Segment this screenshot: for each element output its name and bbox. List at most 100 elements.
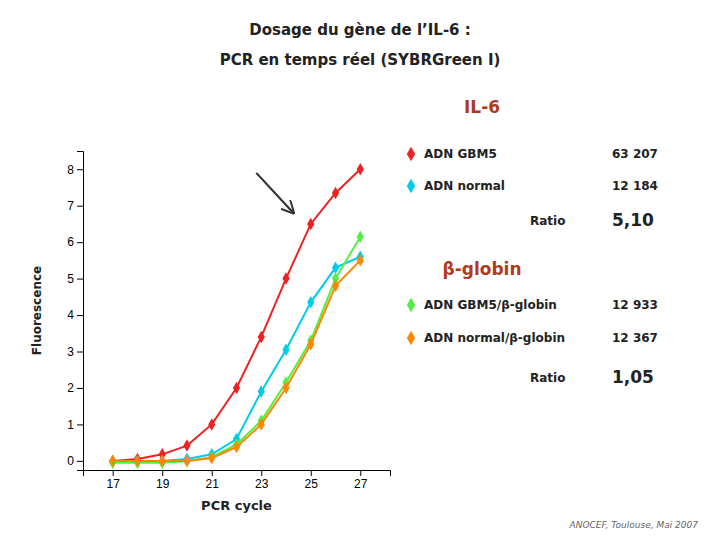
axis-line (84, 471, 391, 477)
legend-label: ADN GBM5/β-globin (424, 298, 557, 312)
marker (332, 280, 339, 292)
marker (258, 385, 265, 397)
x-axis-title: PCR cycle (201, 498, 272, 513)
marker (109, 455, 116, 467)
tick-mark (77, 242, 83, 243)
series-line (113, 237, 361, 463)
marker (282, 382, 289, 394)
marker (208, 452, 215, 464)
tick-mark (77, 279, 83, 280)
series (109, 230, 364, 469)
tick-mark (77, 424, 83, 425)
marker (159, 455, 166, 467)
series (109, 250, 364, 467)
title: Dosage du gène de l’IL-6 : (249, 21, 471, 39)
tick-label: 3 (67, 345, 74, 359)
tick-label: 2 (67, 381, 74, 395)
marker (233, 441, 240, 453)
arrow (256, 173, 293, 213)
tick-label: 19 (156, 477, 170, 491)
plot-marks (109, 163, 364, 469)
tick-mark (77, 315, 83, 316)
tick: 1 (67, 418, 83, 432)
legend-label: ADN GBM5 (424, 147, 497, 161)
annotation: 12 933 (612, 298, 658, 312)
tick-mark (77, 388, 83, 389)
tick-label: 0 (67, 454, 74, 468)
legend-symbol (407, 298, 415, 312)
marker (332, 261, 339, 273)
tick-label: 6 (67, 235, 74, 249)
tick-label: 17 (107, 477, 121, 491)
marker (233, 382, 240, 394)
marker (258, 331, 265, 343)
tick: 4 (67, 308, 83, 322)
marker (183, 455, 190, 467)
legend-label: ADN normal (424, 179, 505, 193)
series-line (113, 257, 361, 461)
tick: 27 (354, 470, 368, 491)
marker (307, 296, 314, 308)
marker (357, 230, 364, 242)
marker (183, 455, 190, 467)
y-axis-title: Fluorescence (30, 266, 44, 355)
series-line (113, 260, 361, 461)
tick: 2 (67, 381, 83, 395)
tick: 25 (305, 470, 319, 491)
annotation: β-globin (443, 259, 522, 279)
tick-label: 23 (255, 477, 269, 491)
subtitle: PCR en temps réel (SYBRGreen I) (220, 51, 501, 69)
tick: 19 (156, 470, 170, 491)
tick-mark (360, 470, 361, 476)
series-line (113, 169, 361, 461)
marker (134, 455, 141, 467)
tick-mark (212, 470, 213, 476)
tick: 5 (67, 272, 83, 286)
tick-label: 8 (67, 163, 74, 177)
tick-label: 25 (305, 477, 319, 491)
tick-label: 1 (67, 418, 74, 432)
annotation: 12 184 (612, 179, 658, 193)
marker (332, 187, 339, 199)
tick: 3 (67, 345, 83, 359)
tick: 17 (107, 470, 121, 491)
marker (208, 451, 215, 463)
annotation: 63 207 (612, 147, 658, 161)
legend-symbol (407, 179, 415, 193)
marker (109, 455, 116, 467)
marker (307, 338, 314, 350)
tick-mark (162, 470, 163, 476)
tick-label: 21 (206, 477, 220, 491)
annotation: Ratio (530, 214, 565, 228)
marker (282, 343, 289, 355)
footer: ANOCEF, Toulouse, Mai 2007 (569, 520, 699, 530)
tick-mark (261, 470, 262, 476)
tick: 8 (67, 163, 83, 177)
tick-label: 7 (67, 199, 74, 213)
tick-mark (113, 470, 114, 476)
annotation: IL-6 (464, 97, 500, 117)
marker (109, 455, 116, 467)
tick-mark (311, 470, 312, 476)
annotation: 5,10 (612, 210, 654, 230)
tick-label: 4 (67, 308, 74, 322)
marker (208, 418, 215, 430)
marker (357, 163, 364, 175)
x-axis: 17 19 21 23 25 27 (84, 470, 391, 491)
tick-mark (77, 206, 83, 207)
tick-mark (77, 169, 83, 170)
marker (282, 272, 289, 284)
marker (357, 254, 364, 266)
tick: 21 (206, 470, 220, 491)
marker (258, 418, 265, 430)
annotation: 1,05 (612, 367, 654, 387)
legend-symbol (407, 147, 415, 161)
tick: 0 (67, 454, 83, 468)
tick-label: 5 (67, 272, 74, 286)
tick-label: 27 (354, 477, 368, 491)
annotation: Ratio (530, 371, 565, 385)
tick: 7 (67, 199, 83, 213)
tick-mark (77, 461, 83, 462)
tick: 6 (67, 235, 83, 249)
series (109, 163, 364, 467)
